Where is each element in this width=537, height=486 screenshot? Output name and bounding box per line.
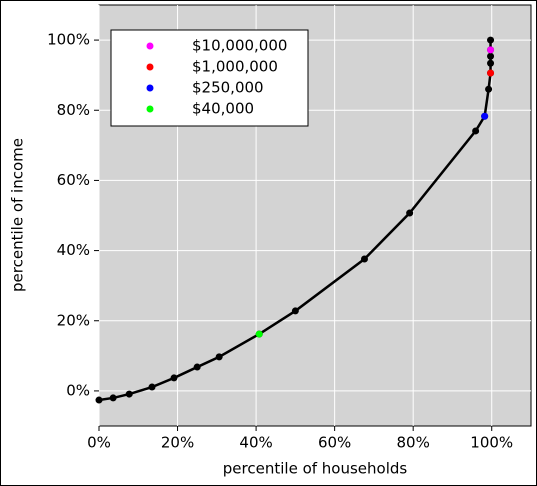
- point: [472, 127, 480, 135]
- point: [485, 85, 493, 93]
- point: [193, 363, 201, 371]
- x-tick-label: 100%: [470, 434, 513, 452]
- y-tick-label: 80%: [57, 101, 90, 119]
- highlight-point: [481, 112, 489, 120]
- highlight-point: [255, 330, 263, 338]
- point: [487, 36, 495, 44]
- point: [95, 396, 103, 404]
- legend-marker: [146, 84, 154, 92]
- highlight-point: [487, 46, 495, 54]
- point: [291, 307, 299, 315]
- point: [360, 255, 368, 263]
- x-tick-label: 20%: [161, 434, 194, 452]
- legend-label: $250,000: [192, 79, 264, 97]
- y-tick-label: 20%: [57, 311, 90, 329]
- legend-marker: [146, 63, 154, 71]
- y-axis-label: percentile of income: [9, 138, 27, 292]
- y-tick-label: 40%: [57, 241, 90, 259]
- x-tick-label: 40%: [239, 434, 272, 452]
- point: [170, 374, 178, 382]
- x-axis-label: percentile of households: [223, 460, 408, 478]
- legend-marker: [146, 42, 154, 50]
- legend-marker: [146, 105, 154, 113]
- x-tick-label: 0%: [87, 434, 111, 452]
- highlight-point: [487, 69, 495, 77]
- legend-label: $1,000,000: [192, 58, 278, 76]
- y-tick-label: 100%: [47, 31, 90, 49]
- legend-label: $40,000: [192, 100, 254, 118]
- point: [109, 394, 117, 402]
- x-tick-label: 80%: [397, 434, 430, 452]
- y-tick-label: 60%: [57, 171, 90, 189]
- y-tick-label: 0%: [66, 381, 90, 399]
- point: [125, 390, 133, 398]
- legend: [110, 29, 309, 127]
- point: [406, 209, 414, 217]
- legend-label: $10,000,000: [192, 37, 287, 55]
- point: [487, 59, 495, 67]
- point: [148, 383, 156, 391]
- point: [487, 52, 495, 60]
- point: [215, 353, 223, 361]
- x-tick-label: 60%: [318, 434, 351, 452]
